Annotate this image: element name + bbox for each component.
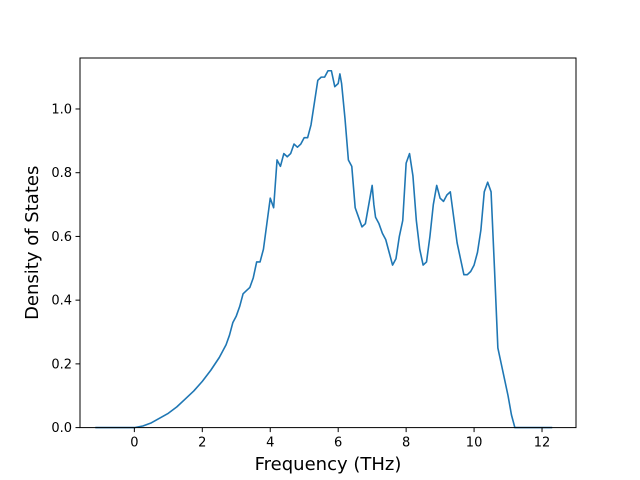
y-tick-label: 0.6	[51, 230, 72, 245]
y-tick-label: 1.0	[51, 102, 72, 117]
y-tick-label: 0.0	[51, 421, 72, 436]
y-axis-label: Density of States	[22, 166, 43, 320]
x-tick-label: 2	[198, 436, 206, 451]
y-tick-label: 0.4	[51, 294, 72, 309]
x-tick-label: 12	[534, 436, 551, 451]
x-tick-label: 6	[334, 436, 342, 451]
x-tick-label: 0	[130, 436, 138, 451]
x-tick-label: 10	[466, 436, 483, 451]
dos-series-line	[95, 69, 553, 429]
ticks-layer: 0 2 4 6 8 10 12 0.0 0.2 0.4 0.6 0.8 1.0	[51, 102, 550, 450]
x-axis-label: Frequency (THz)	[255, 454, 402, 475]
x-tick-label: 4	[266, 436, 274, 451]
plot-layer	[95, 69, 553, 429]
y-tick-label: 0.2	[51, 357, 72, 372]
x-tick-label: 8	[402, 436, 410, 451]
y-tick-label: 0.8	[51, 166, 72, 181]
plot-frame	[79, 57, 577, 429]
